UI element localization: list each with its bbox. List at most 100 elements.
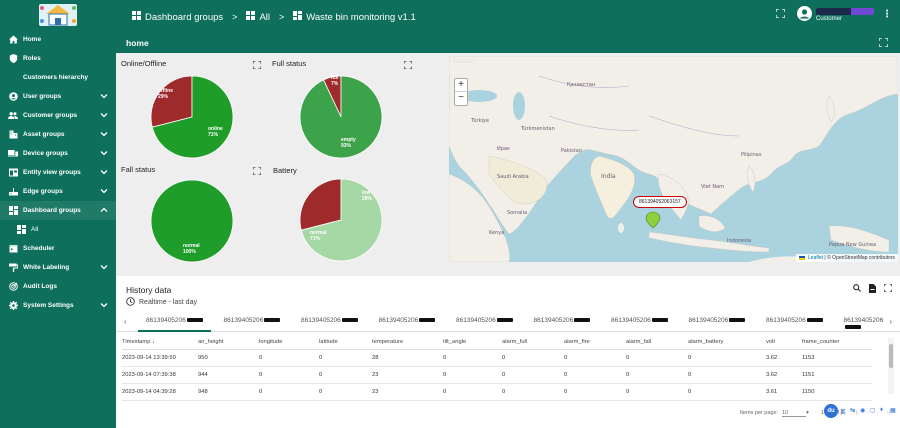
device-tab[interactable]: 86139405206 [689, 317, 746, 324]
fullscreen-icon[interactable] [878, 37, 889, 49]
sidebar-item-customer-groups[interactable]: Customer groups [0, 106, 116, 125]
grid-icon[interactable]: ▦ [890, 408, 896, 414]
chevron-up-icon[interactable] [100, 206, 108, 214]
table-row[interactable]: 2023-09-14 07:39:38 944 0 0 23 0 0 0 0 0 3.62 1151 [122, 366, 872, 384]
sidebar-item-customers-hierarchy[interactable]: Customers hierarchy [0, 68, 116, 87]
column-header-timestamp[interactable]: Timestamp ↓ [122, 336, 198, 350]
screenshot-icon[interactable]: ▢ [870, 408, 876, 414]
zoom-out-button[interactable]: − [458, 92, 464, 103]
sidebar-item-dashboard-groups[interactable]: Dashboard groups [0, 201, 116, 220]
device-tab[interactable]: 86139405206 [534, 317, 591, 324]
chevron-down-icon[interactable] [100, 187, 108, 195]
arrows-icon[interactable]: ↹ [850, 408, 856, 414]
chevron-down-icon[interactable] [100, 111, 108, 119]
column-header-frame-counter[interactable]: frame_counter [802, 336, 872, 350]
table-row[interactable]: 2023-09-14 13:39:50 950 0 0 28 0 0 0 0 0 3.62 1153 [122, 349, 872, 367]
device-tab[interactable]: 86139405206 [611, 317, 668, 324]
sidebar-item-user-groups[interactable]: User groups [0, 87, 116, 106]
lang-icon[interactable]: 英 [840, 410, 847, 416]
previous-page-icon[interactable]: ‹ [867, 410, 869, 416]
device-tab[interactable]: 86139405206 [766, 317, 823, 324]
sidebar-item-audit-logs[interactable]: Audit Logs [0, 277, 116, 296]
map-widget[interactable]: Қазақстан Türkiye Ирак Saudi Arabia Türk… [449, 56, 898, 262]
sidebar-item-entity-view-groups[interactable]: Entity view groups [0, 163, 116, 182]
last-page-icon[interactable]: ›| [886, 410, 890, 416]
mic-icon[interactable]: ◉ [860, 408, 866, 414]
chevron-left-icon[interactable]: ‹ [124, 317, 127, 326]
first-page-icon[interactable]: |‹ [855, 410, 860, 416]
table-row[interactable]: 2023-09-14 04:39:28 948 0 0 23 0 0 0 0 0 3.61 1150 [122, 383, 872, 401]
more-vert-icon[interactable]: ⋮ [882, 9, 892, 20]
chevron-down-icon[interactable] [100, 301, 108, 309]
dropdown-arrow-icon[interactable]: ▾ [806, 410, 809, 416]
column-header-alarm-battery[interactable]: alarm_battery [688, 336, 766, 350]
next-page-icon[interactable]: › [876, 410, 879, 416]
sidebar-item-white-labeling[interactable]: White Labeling [0, 258, 116, 277]
device-tab[interactable]: 86139405206 [146, 317, 203, 324]
breadcrumb-all[interactable]: All [259, 11, 270, 23]
avatar[interactable] [797, 6, 812, 23]
table-cell: 0 [688, 366, 766, 384]
sidebar-item-scheduler[interactable]: Scheduler [0, 239, 116, 258]
column-header-air-height[interactable]: air_height [198, 336, 259, 350]
table-scrollbar[interactable] [888, 338, 894, 394]
sidebar-item-asset-groups[interactable]: Asset groups [0, 125, 116, 144]
minimize-icon[interactable]: — [865, 58, 872, 65]
zoom-in-button[interactable]: + [455, 79, 467, 92]
fullscreen-icon[interactable] [876, 59, 885, 69]
svg-text:Saudi Arabia: Saudi Arabia [497, 174, 529, 180]
column-header-volt[interactable]: volt [766, 336, 802, 350]
device-tab[interactable]: 86139405206 [844, 317, 900, 331]
device-tab[interactable]: 86139405206 [379, 317, 436, 324]
svg-text:Somalia: Somalia [507, 210, 527, 216]
sort-arrow-icon[interactable]: ↓ [150, 339, 155, 346]
chevron-right-icon[interactable]: › [889, 317, 892, 326]
chevron-right-icon: > [279, 12, 285, 22]
user-area: Customer ⋮ [775, 6, 892, 23]
fullscreen-icon[interactable] [775, 8, 786, 20]
breadcrumb-dashboard-groups[interactable]: Dashboard groups [145, 11, 224, 23]
fullscreen-icon[interactable] [883, 283, 893, 295]
chevron-down-icon[interactable] [100, 92, 108, 100]
sidebar-item-home[interactable]: Home [0, 30, 116, 49]
chevron-down-icon[interactable] [100, 168, 108, 176]
baidu-du-icon[interactable]: du [824, 404, 838, 418]
app-logo[interactable] [0, 0, 116, 30]
column-header-alarm-fire[interactable]: alarm_fire [564, 336, 626, 350]
items-per-page-select[interactable]: 10 [782, 410, 807, 417]
fullscreen-icon[interactable] [403, 60, 413, 70]
sidebar-item-edge-groups[interactable]: Edge groups [0, 182, 116, 201]
sidebar-item-roles[interactable]: Roles [0, 49, 116, 68]
column-header-latitude[interactable]: latitude [319, 336, 372, 350]
device-tab[interactable]: 86139405206 [301, 317, 358, 324]
column-header-tilt-angle[interactable]: tilt_angle [443, 336, 502, 350]
map-marker-label[interactable]: 861394052063157 [633, 196, 687, 208]
people-icon [8, 111, 18, 121]
device-tab[interactable]: 86139405206 [224, 317, 281, 324]
column-header-alarm-full[interactable]: alarm_full [502, 336, 564, 350]
sidebar-item-device-groups[interactable]: Device groups [0, 144, 116, 163]
device-tab[interactable]: 86139405206 [456, 317, 513, 324]
chevron-down-icon[interactable] [100, 149, 108, 157]
chevron-down-icon[interactable] [100, 263, 108, 271]
logo-icon [39, 4, 77, 26]
search-icon[interactable] [853, 284, 861, 295]
column-header-temperature[interactable]: temperature [372, 336, 443, 350]
pie-label-online: online 71% [208, 126, 223, 138]
fullscreen-icon[interactable] [252, 60, 262, 70]
chevron-down-icon[interactable] [100, 130, 108, 138]
column-header-longitude[interactable]: longitude [259, 336, 319, 350]
user-info[interactable]: Customer [816, 7, 874, 22]
sidebar-item-all[interactable]: All [0, 220, 116, 239]
shirt-icon[interactable]: ♦ [880, 407, 884, 413]
leaflet-link[interactable]: Leaflet [808, 255, 824, 261]
fullscreen-icon[interactable] [252, 166, 262, 176]
history-timewindow[interactable]: Realtime - last day [126, 297, 197, 308]
redaction-mark [651, 318, 668, 323]
map-tiles[interactable]: Қазақстан Türkiye Ирак Saudi Arabia Türk… [449, 56, 898, 262]
pie-label-battery-normal: normal 71% [310, 230, 327, 242]
sidebar-item-system-settings[interactable]: System Settings [0, 296, 116, 315]
leaflet-flag-icon [798, 255, 805, 260]
export-icon[interactable] [869, 284, 876, 295]
column-header-alarm-fall[interactable]: alarm_fall [626, 336, 688, 350]
